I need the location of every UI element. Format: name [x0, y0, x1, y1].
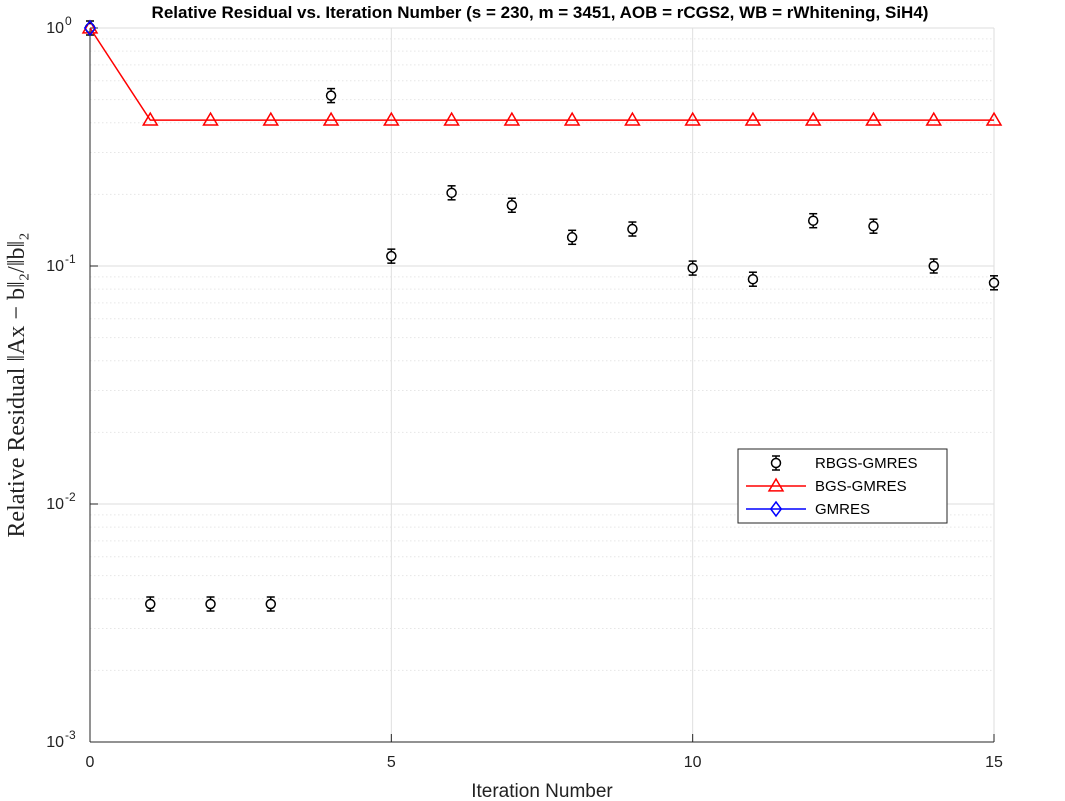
- circle-marker: [988, 277, 1000, 289]
- data-point: [205, 596, 216, 612]
- data-point: [807, 212, 819, 229]
- data-point: [202, 111, 219, 126]
- data-point: [265, 596, 277, 612]
- y-tick-exponent: -2: [65, 490, 76, 504]
- x-tick-label: 10: [684, 754, 702, 771]
- data-point: [744, 111, 762, 126]
- x-tick-label: 5: [387, 754, 396, 771]
- circle-marker: [928, 260, 939, 272]
- circle-marker: [325, 90, 337, 101]
- data-point: [566, 229, 578, 246]
- circle-marker: [687, 262, 698, 274]
- data-point: [804, 111, 822, 126]
- y-tick-exponent: -1: [65, 252, 76, 266]
- data-point: [141, 111, 159, 126]
- y-tick-label: 10: [46, 20, 64, 37]
- y-tick-exponent: 0: [65, 14, 72, 28]
- data-point: [627, 221, 638, 237]
- axes: [89, 27, 995, 743]
- legend-label: RBGS-GMRES: [815, 455, 918, 472]
- data-point: [624, 111, 641, 126]
- data-point: [925, 111, 943, 126]
- data-point: [145, 596, 156, 612]
- data-point: [684, 111, 701, 126]
- legend: RBGS-GMRES BGS-GMRES GMRES: [737, 448, 948, 524]
- legend-marker: [767, 477, 785, 492]
- x-tick-label: 0: [86, 754, 95, 771]
- data-point: [868, 218, 879, 234]
- y-axis-label: Relative Residual ‖Ax − b‖₂/‖b‖₂: [4, 232, 30, 537]
- legend-label: BGS-GMRES: [815, 478, 907, 495]
- data-point: [386, 248, 397, 264]
- series-layer: [81, 19, 1003, 612]
- circle-marker: [566, 232, 578, 243]
- data-point: [262, 111, 280, 126]
- circle-marker: [747, 273, 759, 285]
- circle-marker: [145, 598, 156, 610]
- data-point: [503, 111, 521, 126]
- circle-marker: [386, 250, 397, 262]
- y-tick-label: 10: [46, 496, 64, 513]
- plot-area: [90, 28, 994, 742]
- series-bgs-gmres: [81, 19, 1003, 126]
- circle-marker: [627, 223, 638, 235]
- y-tick-label: 10: [46, 258, 64, 275]
- series-line: [89, 27, 994, 121]
- legend-marker: [770, 455, 782, 471]
- data-point: [988, 275, 1000, 291]
- x-tick-label: 15: [985, 754, 1003, 771]
- chart-title: Relative Residual vs. Iteration Number (…: [152, 3, 929, 22]
- data-point: [506, 197, 518, 213]
- legend-marker: [769, 500, 783, 518]
- data-point: [325, 87, 337, 104]
- circle-marker: [446, 187, 457, 199]
- data-point: [687, 260, 698, 276]
- series-gmres: [83, 19, 97, 37]
- circle-marker: [770, 457, 782, 469]
- legend-label: GMRES: [815, 501, 870, 518]
- data-point: [81, 19, 99, 34]
- data-point: [928, 258, 939, 274]
- circle-marker: [506, 199, 518, 211]
- y-tick-label: 10: [46, 734, 64, 751]
- data-point: [443, 111, 460, 126]
- data-point: [322, 111, 340, 126]
- data-point: [865, 111, 882, 126]
- data-point: [383, 111, 400, 126]
- circle-marker: [265, 598, 277, 610]
- data-point: [83, 19, 97, 37]
- x-axis-label: Iteration Number: [471, 781, 613, 801]
- data-point: [985, 111, 1003, 126]
- y-tick-exponent: -3: [65, 728, 76, 742]
- data-point: [446, 185, 457, 201]
- circle-marker: [868, 220, 879, 232]
- data-point: [563, 111, 581, 126]
- data-point: [747, 271, 759, 287]
- circle-marker: [807, 215, 819, 226]
- circle-marker: [205, 598, 216, 610]
